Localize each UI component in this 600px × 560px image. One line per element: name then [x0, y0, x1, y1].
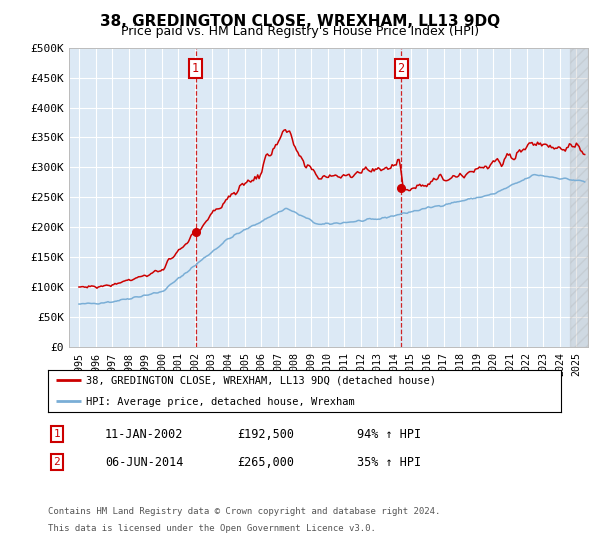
Text: 94% ↑ HPI: 94% ↑ HPI — [357, 427, 421, 441]
Text: 1: 1 — [192, 62, 199, 75]
Text: £192,500: £192,500 — [237, 427, 294, 441]
Bar — [570, 48, 588, 347]
Text: £265,000: £265,000 — [237, 455, 294, 469]
Text: 38, GREDINGTON CLOSE, WREXHAM, LL13 9DQ: 38, GREDINGTON CLOSE, WREXHAM, LL13 9DQ — [100, 14, 500, 29]
Text: 2: 2 — [398, 62, 404, 75]
Text: Price paid vs. HM Land Registry's House Price Index (HPI): Price paid vs. HM Land Registry's House … — [121, 25, 479, 38]
Text: 35% ↑ HPI: 35% ↑ HPI — [357, 455, 421, 469]
Text: Contains HM Land Registry data © Crown copyright and database right 2024.: Contains HM Land Registry data © Crown c… — [48, 507, 440, 516]
Text: HPI: Average price, detached house, Wrexham: HPI: Average price, detached house, Wrex… — [86, 397, 355, 407]
Text: 38, GREDINGTON CLOSE, WREXHAM, LL13 9DQ (detached house): 38, GREDINGTON CLOSE, WREXHAM, LL13 9DQ … — [86, 376, 436, 386]
Text: 11-JAN-2002: 11-JAN-2002 — [105, 427, 184, 441]
Text: 2: 2 — [53, 457, 61, 467]
Text: 06-JUN-2014: 06-JUN-2014 — [105, 455, 184, 469]
Text: This data is licensed under the Open Government Licence v3.0.: This data is licensed under the Open Gov… — [48, 524, 376, 533]
Text: 1: 1 — [53, 429, 61, 439]
